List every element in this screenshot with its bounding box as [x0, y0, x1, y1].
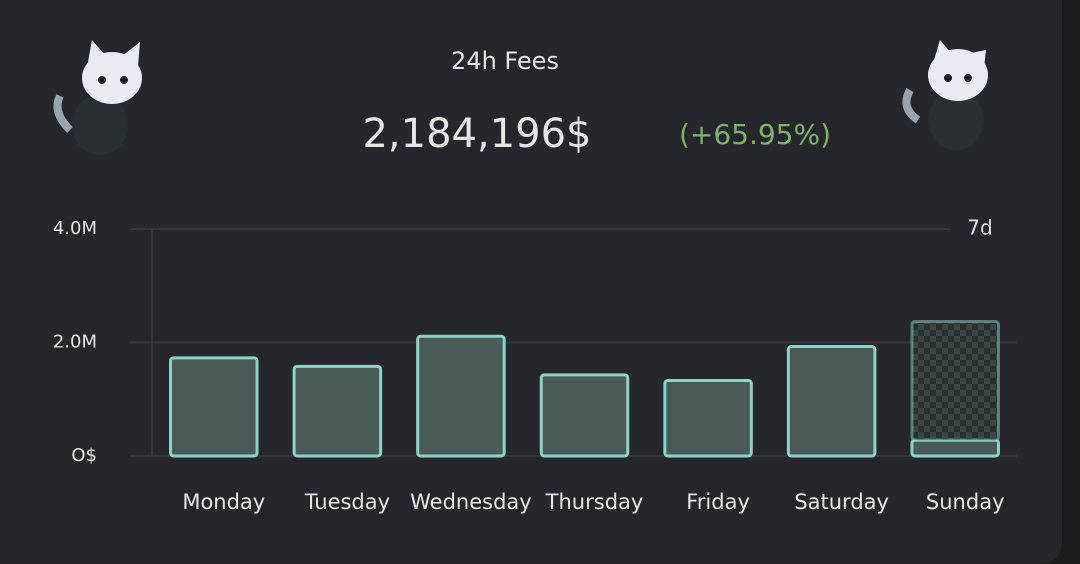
bar — [539, 373, 630, 458]
bar — [169, 356, 259, 458]
y-tick-label: 4.0M — [53, 218, 97, 239]
x-tick-label: Saturday — [794, 490, 889, 514]
cat-right — [902, 40, 988, 150]
period-label: 7d — [967, 216, 992, 240]
total-value: 2,184,196$ — [362, 111, 591, 157]
y-tick-label: O$ — [71, 445, 97, 466]
x-tick-label: Monday — [182, 490, 265, 514]
bar — [416, 334, 506, 458]
y-tick-label: 2.0M — [53, 332, 97, 353]
change-value: (+65.95%) — [679, 118, 831, 151]
x-tick-label: Tuesday — [304, 490, 390, 514]
x-tick-label: Sunday — [926, 490, 1005, 514]
bar — [786, 344, 877, 458]
x-tick-label: Thursday — [545, 490, 644, 514]
chart-title: 24h Fees — [451, 47, 559, 75]
bar — [663, 379, 753, 458]
cat-left — [53, 40, 142, 155]
x-tick-label: Wednesday — [410, 490, 532, 514]
bar — [910, 438, 1000, 458]
projected-bar — [910, 320, 1000, 442]
x-tick-label: Friday — [686, 490, 750, 514]
bar — [292, 364, 383, 458]
